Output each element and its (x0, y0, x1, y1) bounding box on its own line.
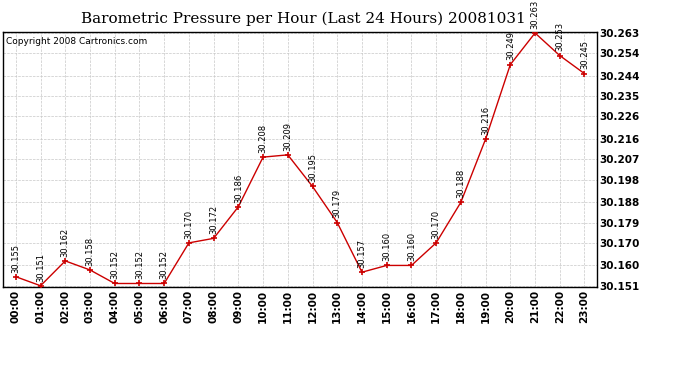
Text: 30.188: 30.188 (456, 169, 465, 198)
Text: 30.151: 30.151 (36, 253, 45, 282)
Text: Copyright 2008 Cartronics.com: Copyright 2008 Cartronics.com (6, 37, 148, 46)
Text: 30.158: 30.158 (86, 237, 95, 266)
Text: 30.152: 30.152 (135, 251, 144, 279)
Text: 30.152: 30.152 (159, 251, 168, 279)
Text: 30.172: 30.172 (209, 205, 218, 234)
Text: 30.179: 30.179 (333, 189, 342, 218)
Text: 30.152: 30.152 (110, 251, 119, 279)
Text: 30.186: 30.186 (234, 173, 243, 202)
Text: 30.170: 30.170 (432, 210, 441, 239)
Text: 30.155: 30.155 (11, 243, 20, 273)
Text: 30.263: 30.263 (531, 0, 540, 29)
Text: Barometric Pressure per Hour (Last 24 Hours) 20081031: Barometric Pressure per Hour (Last 24 Ho… (81, 11, 526, 26)
Text: 30.253: 30.253 (555, 22, 564, 51)
Text: 30.162: 30.162 (61, 228, 70, 257)
Text: 30.216: 30.216 (481, 106, 490, 135)
Text: 30.209: 30.209 (284, 122, 293, 151)
Text: 30.157: 30.157 (357, 239, 366, 268)
Text: 30.170: 30.170 (184, 210, 193, 239)
Text: 30.160: 30.160 (407, 232, 416, 261)
Text: 30.208: 30.208 (259, 124, 268, 153)
Text: 30.195: 30.195 (308, 153, 317, 182)
Text: 30.245: 30.245 (580, 40, 589, 69)
Text: 30.160: 30.160 (382, 232, 391, 261)
Text: 30.249: 30.249 (506, 32, 515, 60)
